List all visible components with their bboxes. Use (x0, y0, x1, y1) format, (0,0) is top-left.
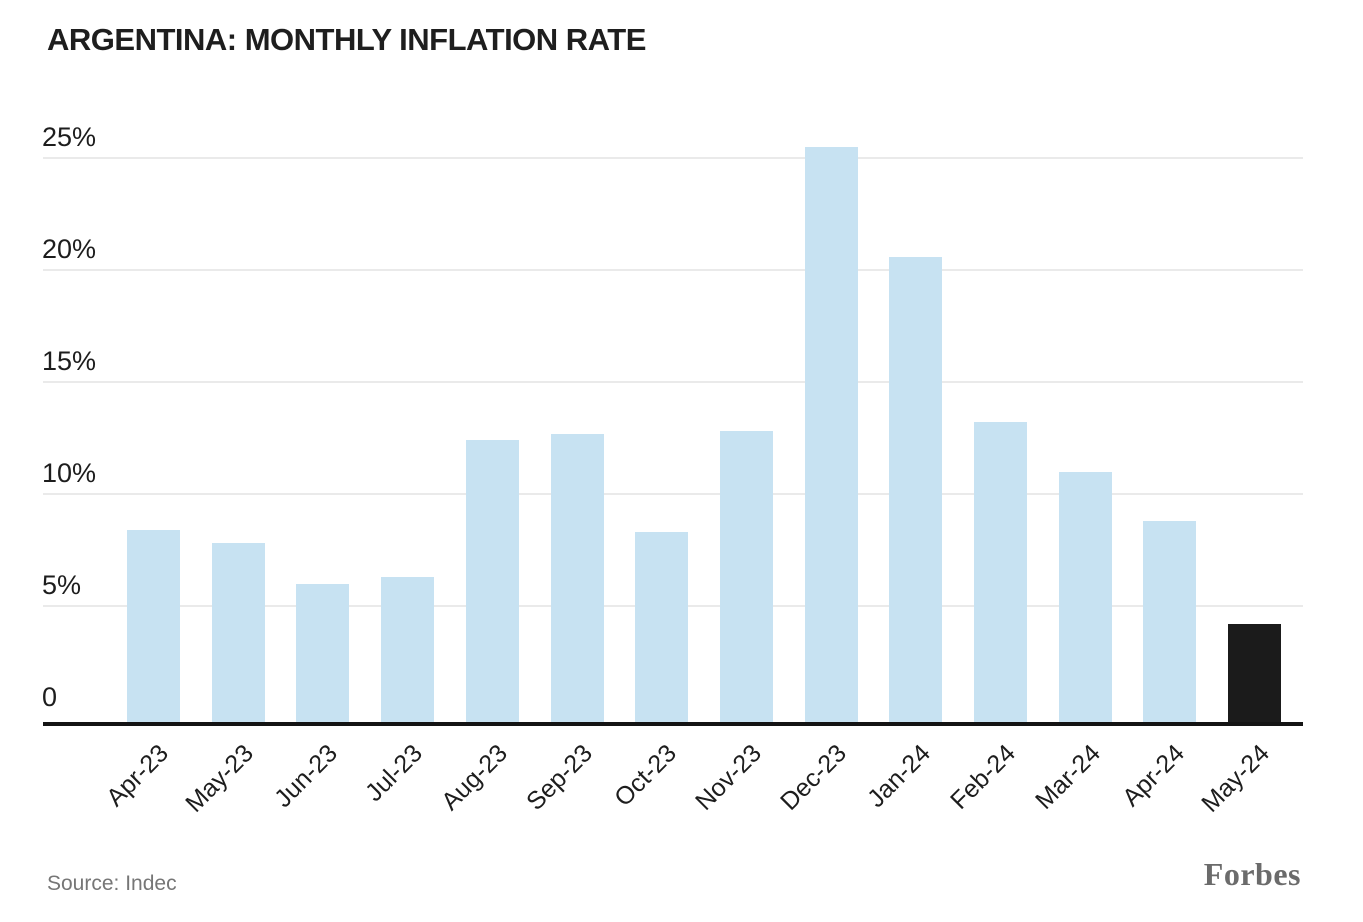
bar-may-24 (1228, 624, 1281, 722)
y-axis-tick-label: 10% (42, 458, 97, 488)
bar-jan-24 (889, 257, 942, 722)
y-axis-tick-label: 25% (42, 122, 97, 152)
bar-oct-23 (635, 532, 688, 722)
bar-apr-24 (1143, 521, 1196, 722)
y-axis-tick-label: 20% (42, 234, 97, 264)
gridline-20pct (43, 269, 1303, 271)
x-axis-line (43, 722, 1303, 726)
bar-sep-23 (551, 434, 604, 722)
chart-title: ARGENTINA: MONTHLY INFLATION RATE (47, 22, 646, 57)
bar-mar-24 (1059, 472, 1112, 722)
bar-dec-23 (805, 147, 858, 722)
bar-may-23 (212, 543, 265, 722)
gridline-15pct (43, 381, 1303, 383)
bar-apr-23 (127, 530, 180, 722)
gridline-25pct (43, 157, 1303, 159)
bar-aug-23 (466, 440, 519, 722)
bar-jul-23 (381, 577, 434, 722)
bar-feb-24 (974, 422, 1027, 722)
source-note: Source: Indec (47, 872, 177, 895)
y-axis-tick-label: 0 (42, 682, 58, 712)
gridline-10pct (43, 493, 1303, 495)
bar-jun-23 (296, 584, 349, 722)
forbes-logo: Forbes (1203, 856, 1301, 892)
bar-nov-23 (720, 431, 773, 722)
y-axis-tick-label: 15% (42, 346, 97, 376)
y-axis-tick-label: 5% (42, 570, 82, 600)
